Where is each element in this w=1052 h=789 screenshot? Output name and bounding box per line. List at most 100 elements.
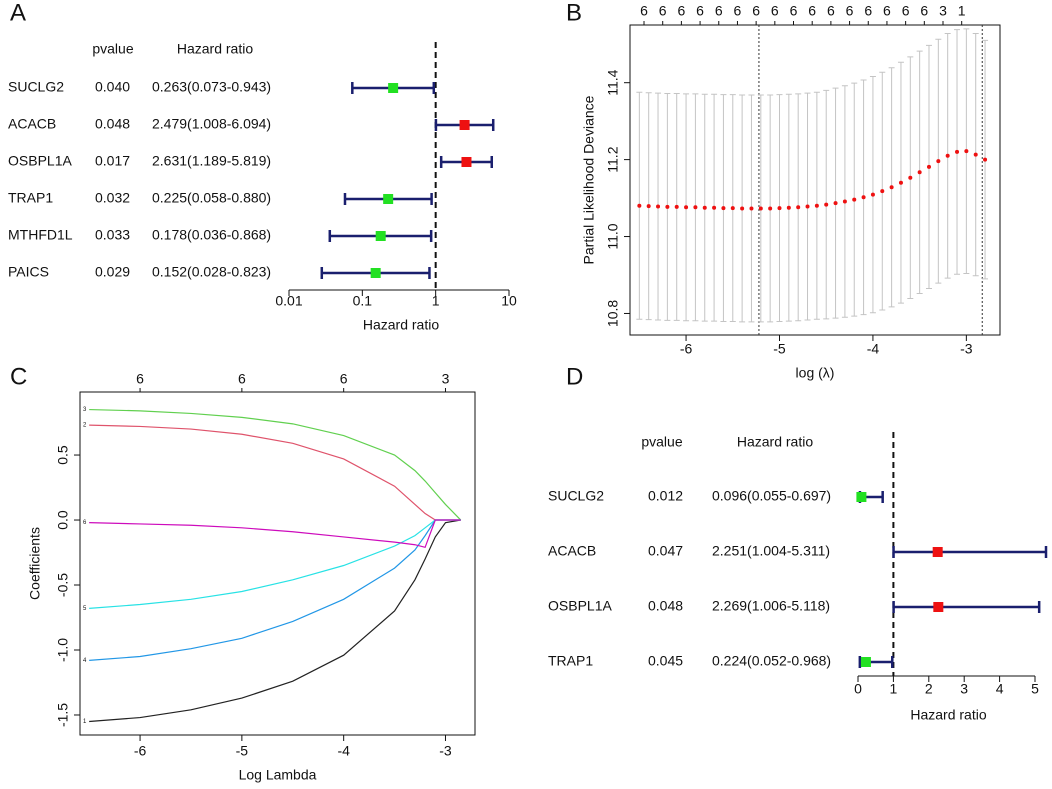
- gene-label: MTHFD1L: [8, 227, 73, 243]
- pvalue-label: 0.040: [95, 79, 130, 95]
- x-tick-label: -4: [867, 341, 880, 357]
- top-tick-label: 6: [659, 3, 667, 19]
- top-tick-label: 3: [939, 3, 947, 19]
- cv-point: [730, 206, 735, 211]
- pvalue-label: 0.032: [95, 190, 130, 206]
- gene-label: OSBPL1A: [8, 153, 72, 169]
- cv-point: [973, 152, 978, 157]
- cv-point: [786, 205, 791, 210]
- panel-letter: C: [10, 363, 27, 390]
- hazard-point: [933, 602, 944, 612]
- hazard-point: [383, 194, 394, 204]
- hr-label: 0.096(0.055-0.697): [712, 488, 831, 504]
- top-tick-label: 6: [771, 3, 779, 19]
- hr-label: 2.269(1.006-5.118): [712, 598, 830, 614]
- cv-point: [880, 189, 885, 194]
- series-label: 6: [83, 520, 87, 526]
- x-axis-label: Log Lambda: [239, 767, 317, 783]
- x-axis-label: Hazard ratio: [910, 707, 986, 723]
- cv-point: [712, 205, 717, 210]
- cv-point: [796, 205, 801, 210]
- top-tick-label: 6: [340, 371, 348, 387]
- cv-point: [833, 201, 838, 206]
- cv-point: [917, 170, 922, 175]
- column-header: pvalue: [92, 41, 133, 57]
- top-tick-label: 6: [677, 3, 685, 19]
- x-tick-label: 0: [854, 681, 862, 697]
- series-label: 5: [83, 606, 87, 612]
- hazard-point: [375, 231, 386, 241]
- x-tick-label: -3: [960, 341, 973, 357]
- hr-label: 2.479(1.008-6.094): [152, 116, 271, 132]
- gene-label: OSBPL1A: [548, 598, 612, 614]
- y-tick-label: -1.0: [55, 638, 71, 662]
- cv-point: [861, 195, 866, 200]
- x-tick-label: -5: [773, 341, 786, 357]
- cv-point: [852, 197, 857, 202]
- cv-point: [926, 164, 931, 169]
- x-axis-label: log (λ): [796, 365, 835, 381]
- x-tick-label: -4: [337, 743, 350, 759]
- column-header: pvalue: [641, 434, 682, 450]
- top-tick-label: 6: [790, 3, 798, 19]
- confidence-interval: [892, 601, 1041, 613]
- y-tick-label: -1.5: [55, 703, 71, 727]
- gene-label: PAICS: [8, 264, 49, 280]
- cv-point: [842, 199, 847, 204]
- x-tick-label: 1: [890, 681, 898, 697]
- panel-letter: B: [566, 0, 582, 26]
- x-tick-label: -3: [439, 743, 452, 759]
- hazard-point: [461, 157, 472, 167]
- hazard-point: [932, 547, 943, 557]
- coef-path: [89, 519, 461, 723]
- pvalue-label: 0.045: [648, 653, 683, 669]
- top-tick-label: 6: [808, 3, 816, 19]
- pvalue-label: 0.047: [648, 543, 683, 559]
- x-tick-label: 0.01: [275, 293, 302, 309]
- cv-point: [637, 203, 642, 208]
- plot-box: [79, 391, 476, 736]
- x-tick-label: 1: [432, 293, 440, 309]
- confidence-interval: [892, 546, 1048, 558]
- gene-label: TRAP1: [8, 190, 53, 206]
- cv-point: [898, 180, 903, 185]
- coef-path: [89, 519, 461, 549]
- top-tick-label: 6: [238, 371, 246, 387]
- x-tick-label: -5: [236, 743, 249, 759]
- gene-label: TRAP1: [548, 653, 593, 669]
- top-tick-label: 6: [715, 3, 723, 19]
- top-tick-label: 6: [827, 3, 835, 19]
- top-tick-label: 3: [442, 371, 450, 387]
- series-label: 2: [83, 423, 87, 429]
- hazard-point: [459, 120, 470, 130]
- pvalue-label: 0.048: [648, 598, 683, 614]
- pvalue-label: 0.033: [95, 227, 130, 243]
- series-label: 1: [83, 719, 87, 725]
- y-tick-label: -0.5: [55, 573, 71, 597]
- hr-label: 2.251(1.004-5.311): [712, 543, 830, 559]
- column-header: Hazard ratio: [737, 434, 813, 450]
- top-tick-label: 6: [136, 371, 144, 387]
- x-tick-label: -6: [134, 743, 147, 759]
- x-tick-label: 5: [1031, 681, 1039, 697]
- panel-letter: D: [566, 363, 583, 390]
- cv-point: [749, 206, 754, 211]
- cv-point: [684, 205, 689, 210]
- cv-point: [665, 204, 670, 209]
- hr-label: 0.225(0.058-0.880): [152, 190, 271, 206]
- panel-letter: A: [10, 0, 26, 26]
- coef-path: [89, 424, 461, 521]
- top-tick-label: 6: [883, 3, 891, 19]
- top-tick-label: 6: [864, 3, 872, 19]
- cv-point: [674, 204, 679, 209]
- top-tick-label: 6: [902, 3, 910, 19]
- cv-point: [983, 157, 988, 162]
- x-tick-label: 4: [996, 681, 1004, 697]
- top-tick-label: 1: [958, 3, 966, 19]
- plot-box: [629, 24, 1001, 336]
- cv-point: [889, 185, 894, 190]
- gene-label: ACACB: [548, 543, 596, 559]
- cv-point: [768, 206, 773, 211]
- cv-point: [758, 206, 763, 211]
